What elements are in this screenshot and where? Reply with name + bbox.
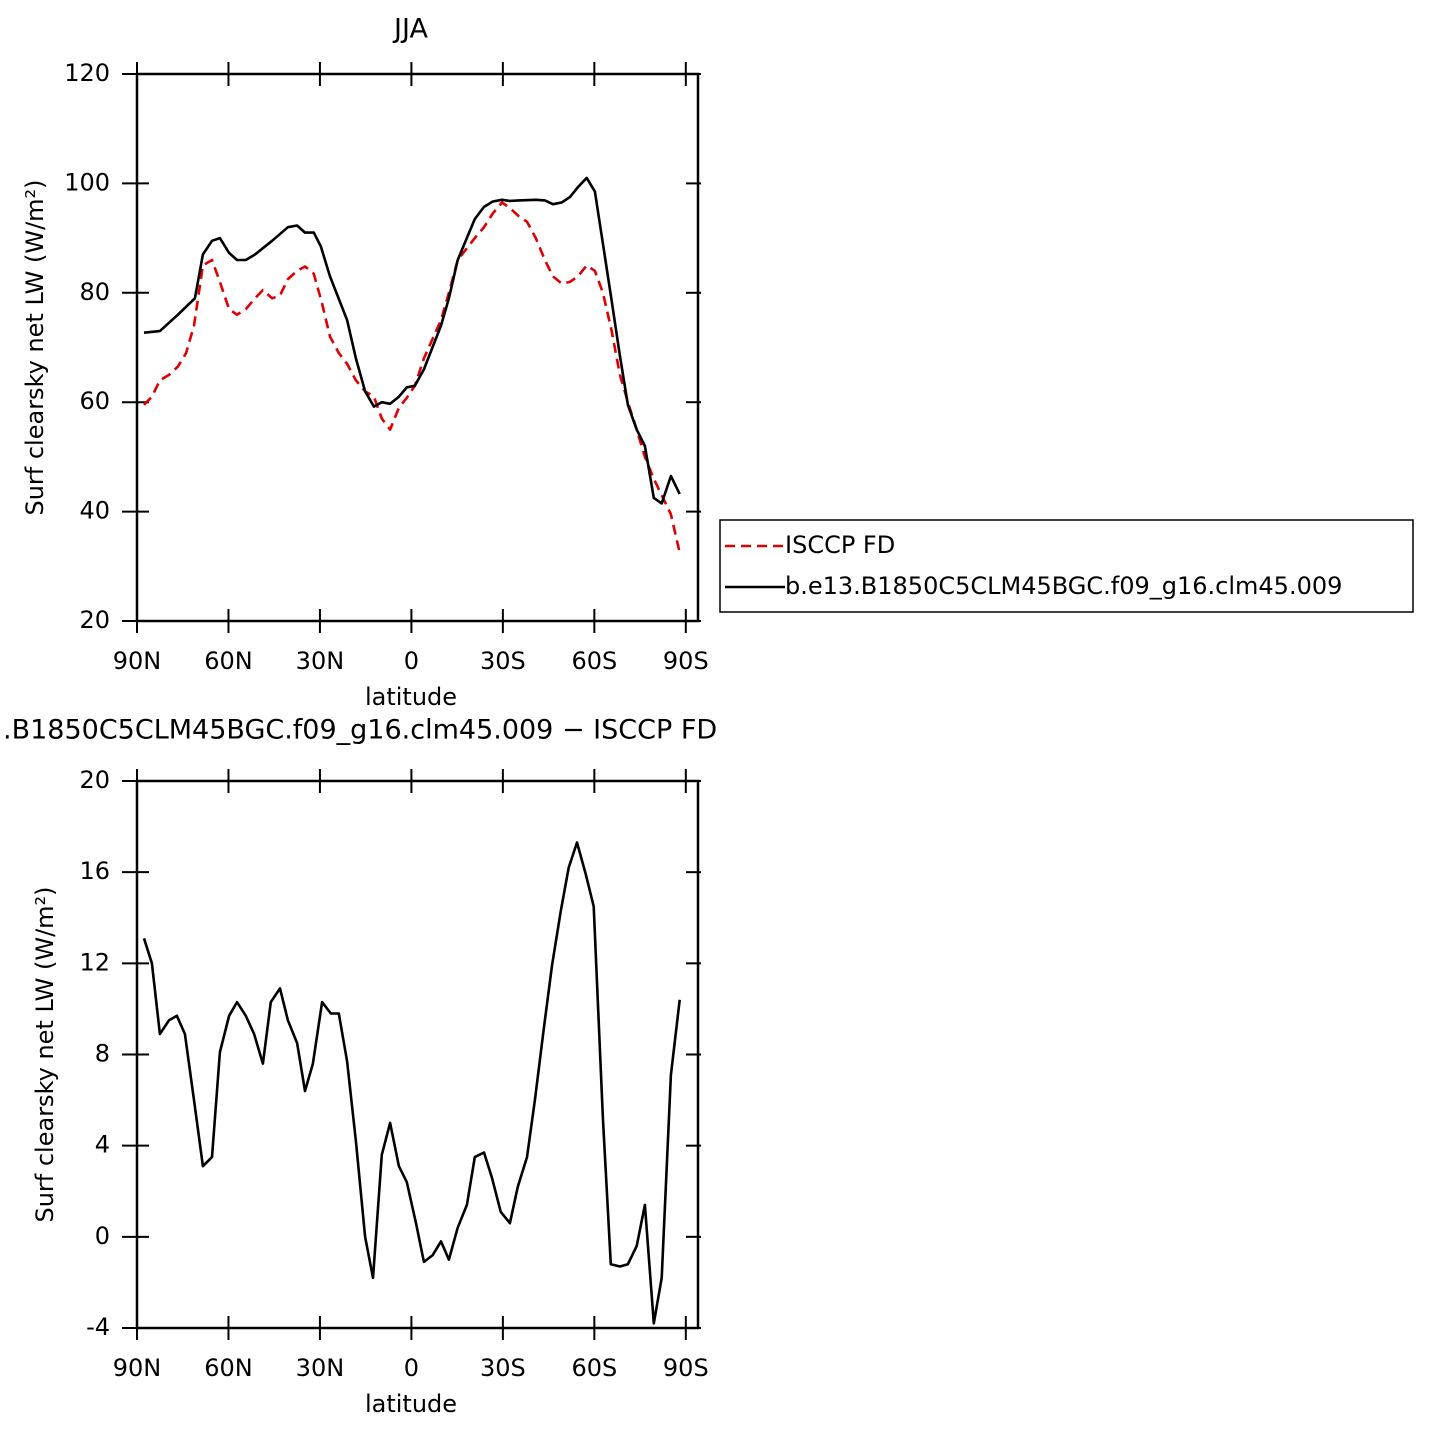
x-tick-label: 30N [296, 647, 345, 675]
y-tick-label: 60 [79, 387, 110, 415]
y-tick-label: 20 [79, 606, 110, 634]
x-tick-label: 0 [404, 647, 419, 675]
chart-title: JJA [392, 14, 428, 45]
legend-box [719, 519, 1414, 613]
x-tick-label: 30S [480, 1354, 526, 1382]
chart-title: .B1850C5CLM45BGC.f09_g16.clm45.009 − ISC… [3, 715, 717, 746]
data-line [142, 841, 681, 1325]
plot-frame [135, 72, 700, 623]
y-tick-label: 40 [79, 497, 110, 525]
y-tick-label: 0 [95, 1222, 110, 1250]
y-axis-label: Surf clearsky net LW (W/m²) [21, 179, 49, 515]
data-line [143, 176, 681, 505]
x-tick-label: 0 [404, 1354, 419, 1382]
y-tick-label: 20 [79, 766, 110, 794]
x-tick-label: 30S [480, 647, 526, 675]
x-tick-label: 90N [113, 647, 162, 675]
x-tick-label: 90S [663, 1354, 709, 1382]
y-tick-label: 4 [95, 1131, 110, 1159]
plot-frame [135, 779, 700, 1330]
y-axis-label: Surf clearsky net LW (W/m²) [31, 886, 59, 1222]
x-tick-label: 90S [663, 647, 709, 675]
y-tick-label: 16 [79, 857, 110, 885]
y-tick-label: -4 [86, 1313, 110, 1341]
x-tick-label: 60N [204, 1354, 253, 1382]
y-tick-label: 80 [79, 278, 110, 306]
x-axis-label: latitude [365, 1390, 457, 1418]
x-tick-label: 90N [113, 1354, 162, 1382]
y-tick-label: 120 [64, 59, 110, 87]
legend-label: b.e13.B1850C5CLM45BGC.f09_g16.clm45.009 [785, 572, 1342, 600]
x-tick-label: 60S [571, 647, 617, 675]
data-line [143, 201, 681, 553]
legend-label: ISCCP FD [785, 531, 895, 559]
x-tick-label: 60N [204, 647, 253, 675]
y-tick-label: 12 [79, 948, 110, 976]
y-tick-label: 100 [64, 168, 110, 196]
y-tick-label: 8 [95, 1040, 110, 1068]
x-axis-label: latitude [365, 683, 457, 711]
x-tick-label: 30N [296, 1354, 345, 1382]
x-tick-label: 60S [571, 1354, 617, 1382]
